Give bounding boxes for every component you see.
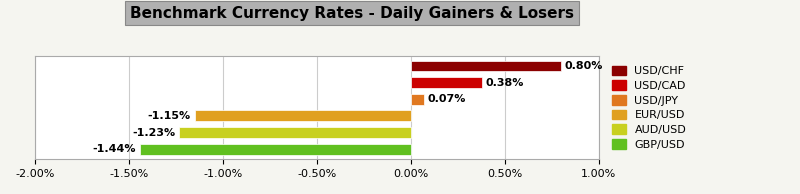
Text: 0.38%: 0.38% <box>486 78 524 87</box>
Text: 0.07%: 0.07% <box>428 94 466 104</box>
Bar <box>179 127 410 138</box>
Text: -1.15%: -1.15% <box>148 111 190 121</box>
Bar <box>410 77 482 88</box>
Bar <box>410 61 562 71</box>
Bar <box>194 110 410 121</box>
Bar <box>140 144 410 155</box>
Text: Benchmark Currency Rates - Daily Gainers & Losers: Benchmark Currency Rates - Daily Gainers… <box>130 6 574 21</box>
Text: 0.80%: 0.80% <box>565 61 603 71</box>
Text: -1.23%: -1.23% <box>133 127 176 138</box>
Text: -1.44%: -1.44% <box>93 144 136 154</box>
Legend: USD/CHF, USD/CAD, USD/JPY, EUR/USD, AUD/USD, GBP/USD: USD/CHF, USD/CAD, USD/JPY, EUR/USD, AUD/… <box>610 63 689 152</box>
Bar <box>410 94 424 105</box>
